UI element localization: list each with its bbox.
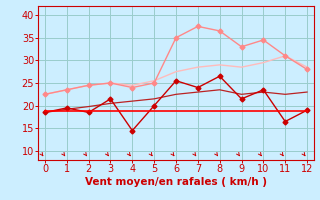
- X-axis label: Vent moyen/en rafales ( km/h ): Vent moyen/en rafales ( km/h ): [85, 177, 267, 187]
